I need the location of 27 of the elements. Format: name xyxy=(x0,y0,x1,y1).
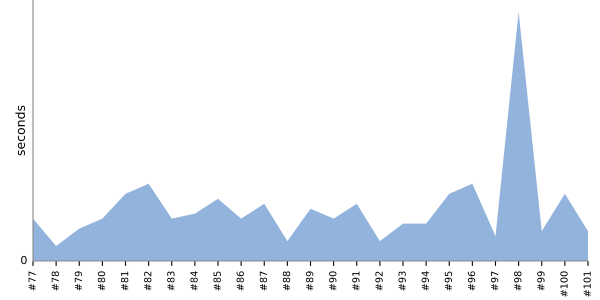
x-tick-label: #86 xyxy=(236,271,244,290)
x-tick-label: #90 xyxy=(329,271,336,290)
x-tick-label: #99 xyxy=(537,271,545,290)
x-tick-label: #89 xyxy=(306,271,314,290)
text: 0 xyxy=(21,256,27,264)
x-tick-label: #93 xyxy=(398,272,406,290)
x-tick-label: #96 xyxy=(468,271,476,290)
x-tick-label: #85 xyxy=(213,272,221,290)
x-tick-label: #84 xyxy=(190,271,198,290)
x-tick-label: #77 xyxy=(28,272,36,290)
x-tick-label: #88 xyxy=(282,271,290,290)
y-axis-title: seconds xyxy=(15,106,26,156)
x-tick-label: #97 xyxy=(490,272,498,290)
x-tick-label: #80 xyxy=(98,271,106,290)
x-tick-label: #82 xyxy=(144,272,152,290)
x-tick-label: #78 xyxy=(52,271,59,290)
x-tick-label: #81 xyxy=(120,272,128,290)
x-tick-label: #79 xyxy=(74,271,82,290)
x-tick-label: #101 xyxy=(583,272,591,297)
x-tick-label: #83 xyxy=(167,272,175,290)
x-tick-label: #98 xyxy=(514,271,522,290)
x-tick-label: #95 xyxy=(444,272,452,290)
x-tick-label: #87 xyxy=(260,272,268,290)
x-tick-label: #91 xyxy=(352,272,360,290)
x-tick-label: #100 xyxy=(560,271,568,297)
x-tick-label: #94 xyxy=(422,271,429,290)
x-tick-label: #92 xyxy=(375,272,383,290)
